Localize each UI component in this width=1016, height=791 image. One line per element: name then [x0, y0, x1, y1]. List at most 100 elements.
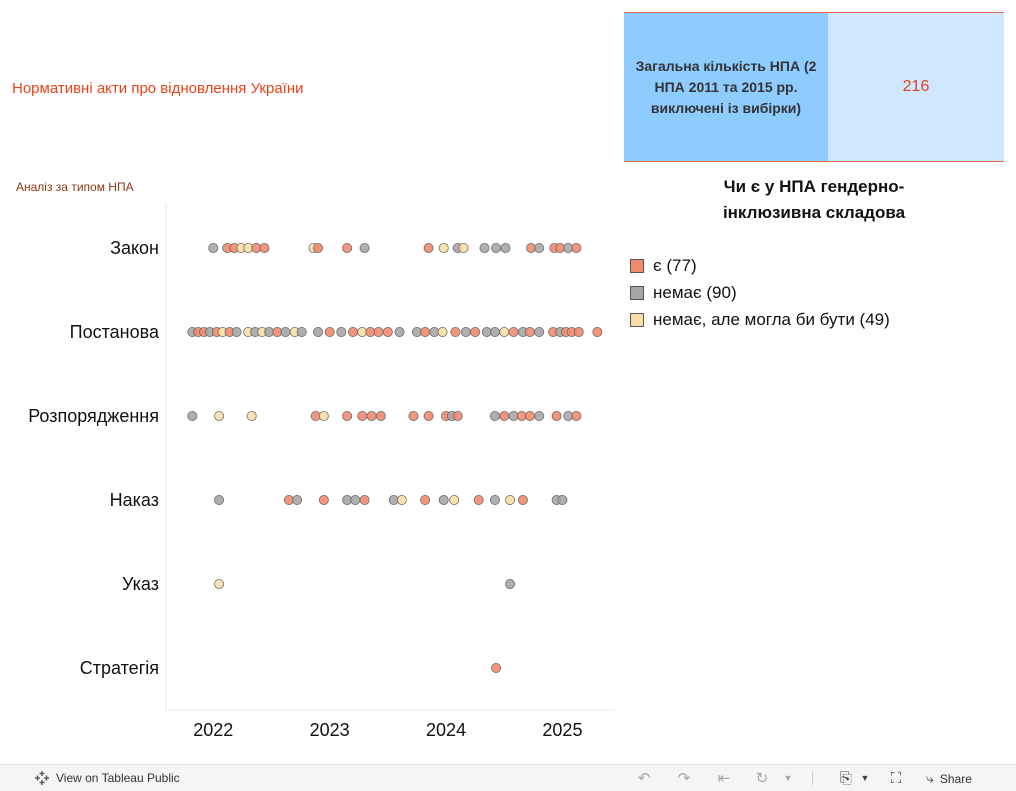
y-label: Постанова	[70, 322, 160, 342]
data-point[interactable]	[491, 243, 502, 254]
data-point[interactable]	[449, 494, 460, 505]
legend-item-no[interactable]: немає (90)	[630, 279, 890, 306]
data-point[interactable]	[408, 410, 419, 421]
data-point[interactable]	[382, 327, 393, 338]
data-point[interactable]	[534, 410, 545, 421]
kpi-box: Загальна кількість НПА (2 НПА 2011 та 20…	[624, 12, 1004, 162]
download-dropdown-icon[interactable]: ▼	[860, 773, 870, 783]
data-point[interactable]	[460, 327, 471, 338]
data-point[interactable]	[551, 410, 562, 421]
data-point[interactable]	[438, 494, 449, 505]
data-point[interactable]	[313, 243, 324, 254]
legend-item-could-be[interactable]: немає, але могла би бути (49)	[630, 306, 890, 333]
data-point[interactable]	[452, 410, 463, 421]
data-point[interactable]	[259, 243, 270, 254]
legend[interactable]: є (77) немає (90) немає, але могла би бу…	[630, 252, 890, 333]
data-point[interactable]	[373, 327, 384, 338]
kpi-label: Загальна кількість НПА (2 НПА 2011 та 20…	[624, 13, 828, 161]
data-point[interactable]	[359, 243, 370, 254]
legend-title-text: Чи є у НПА гендерно-інклюзивна складова	[722, 177, 906, 222]
data-point[interactable]	[208, 243, 219, 254]
refresh-icon[interactable]: ↻	[755, 770, 769, 787]
data-point[interactable]	[592, 327, 603, 338]
legend-item-yes[interactable]: є (77)	[630, 252, 890, 279]
data-point[interactable]	[347, 327, 358, 338]
y-label: Закон	[110, 238, 159, 258]
data-point[interactable]	[423, 410, 434, 421]
data-point[interactable]	[450, 327, 461, 338]
share-button[interactable]: ⤷ Share	[926, 770, 972, 787]
data-point[interactable]	[318, 494, 329, 505]
x-tick-label: 2022	[193, 720, 233, 740]
data-point[interactable]	[500, 243, 511, 254]
toolbar-separator	[812, 771, 813, 785]
data-point[interactable]	[423, 243, 434, 254]
data-point[interactable]	[479, 243, 490, 254]
data-point[interactable]	[396, 494, 407, 505]
data-point[interactable]	[296, 327, 307, 338]
data-point[interactable]	[524, 410, 535, 421]
data-point[interactable]	[473, 494, 484, 505]
data-point[interactable]	[505, 578, 516, 589]
data-point[interactable]	[420, 327, 431, 338]
share-label: Share	[939, 771, 972, 786]
data-point[interactable]	[524, 327, 535, 338]
data-point[interactable]	[214, 494, 225, 505]
refresh-dropdown-icon[interactable]: ▼	[783, 773, 793, 783]
data-point[interactable]	[499, 410, 510, 421]
data-point[interactable]	[375, 410, 386, 421]
data-point[interactable]	[214, 410, 225, 421]
data-point[interactable]	[342, 410, 353, 421]
data-point[interactable]	[292, 494, 303, 505]
undo-icon[interactable]: ↶	[637, 770, 651, 787]
data-point[interactable]	[313, 327, 324, 338]
data-point[interactable]	[324, 327, 335, 338]
y-label: Наказ	[110, 490, 159, 510]
data-point[interactable]	[359, 494, 370, 505]
scatter-chart[interactable]: Закон Постанова Розпорядження Наказ Указ Стра…	[0, 200, 620, 750]
data-point[interactable]	[231, 327, 242, 338]
data-point[interactable]	[280, 327, 291, 338]
data-point[interactable]	[571, 243, 582, 254]
data-point[interactable]	[489, 327, 500, 338]
fullscreen-icon[interactable]: ⛶	[890, 769, 902, 787]
view-on-tableau-link[interactable]: View on Tableau Public	[34, 770, 180, 786]
data-point[interactable]	[357, 410, 368, 421]
data-points[interactable]	[187, 243, 603, 673]
data-point[interactable]	[573, 327, 584, 338]
data-point[interactable]	[534, 243, 545, 254]
y-axis-labels: Закон Постанова Розпорядження Наказ Указ Стра…	[28, 238, 160, 678]
data-point[interactable]	[437, 327, 448, 338]
data-point[interactable]	[499, 327, 510, 338]
data-point[interactable]	[394, 327, 405, 338]
toolbar: View on Tableau Public ↶ ↷ ⇤ ↻ ▼ ⎘ ▼ ⛶ ⤷…	[0, 764, 1016, 791]
data-point[interactable]	[350, 494, 361, 505]
data-point[interactable]	[246, 410, 257, 421]
data-point[interactable]	[342, 243, 353, 254]
revert-icon[interactable]: ⇤	[717, 770, 731, 787]
legend-title: Чи є у НПА гендерно-інклюзивна складова	[624, 174, 1004, 226]
data-point[interactable]	[438, 243, 449, 254]
legend-label-could-be: немає, але могла би бути (49)	[653, 309, 890, 329]
data-point[interactable]	[420, 494, 431, 505]
data-point[interactable]	[571, 410, 582, 421]
data-point[interactable]	[187, 410, 198, 421]
download-icon[interactable]: ⎘	[839, 769, 852, 787]
data-point[interactable]	[366, 410, 377, 421]
data-point[interactable]	[491, 662, 502, 673]
share-icon: ⤷	[926, 770, 934, 786]
redo-icon[interactable]: ↷	[677, 770, 691, 787]
legend-swatch-could-be	[630, 312, 644, 327]
data-point[interactable]	[489, 410, 500, 421]
data-point[interactable]	[470, 327, 481, 338]
data-point[interactable]	[318, 410, 329, 421]
data-point[interactable]	[336, 327, 347, 338]
data-point[interactable]	[458, 243, 469, 254]
data-point[interactable]	[508, 327, 519, 338]
data-point[interactable]	[505, 494, 516, 505]
data-point[interactable]	[534, 327, 545, 338]
data-point[interactable]	[517, 494, 528, 505]
data-point[interactable]	[557, 494, 568, 505]
data-point[interactable]	[489, 494, 500, 505]
data-point[interactable]	[214, 578, 225, 589]
